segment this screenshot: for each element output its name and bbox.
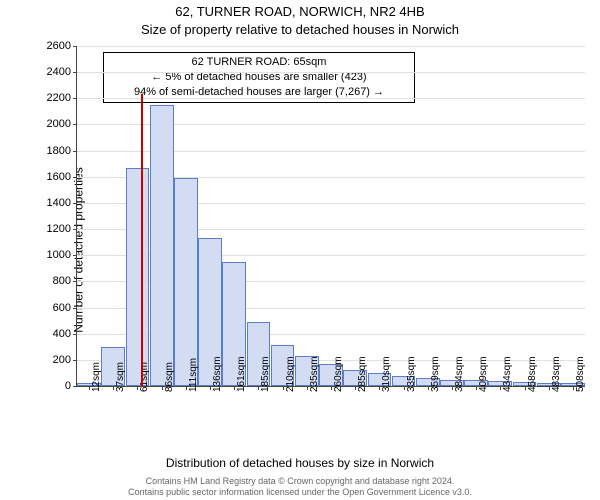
annotation-line1: 62 TURNER ROAD: 65sqm (110, 55, 408, 70)
ytick-mark (73, 124, 77, 125)
ytick-label: 2600 (47, 40, 71, 52)
xtick-label: 434sqm (502, 356, 513, 392)
ytick-label: 1000 (47, 249, 71, 261)
annotation-line3: 94% of semi-detached houses are larger (… (110, 85, 408, 100)
ytick-mark (73, 281, 77, 282)
title-address: 62, TURNER ROAD, NORWICH, NR2 4HB (0, 4, 600, 19)
xtick-mark (452, 386, 453, 390)
xtick-label: 185sqm (260, 356, 271, 392)
chart-container: 62, TURNER ROAD, NORWICH, NR2 4HB Size o… (0, 0, 600, 500)
ytick-label: 1400 (47, 197, 71, 209)
ytick-label: 400 (53, 328, 71, 340)
annotation-box: 62 TURNER ROAD: 65sqm ← 5% of detached h… (103, 52, 415, 103)
xtick-label: 458sqm (527, 356, 538, 392)
xtick-mark (331, 386, 332, 390)
gridline (77, 46, 585, 47)
ytick-mark (73, 203, 77, 204)
ytick-label: 2400 (47, 66, 71, 78)
credits-line1: Contains HM Land Registry data © Crown c… (0, 476, 600, 487)
xtick-label: 409sqm (478, 356, 489, 392)
ytick-mark (73, 72, 77, 73)
ytick-label: 2000 (47, 118, 71, 130)
xtick-label: 310sqm (381, 356, 392, 392)
xtick-label: 359sqm (430, 356, 441, 392)
xtick-mark (162, 386, 163, 390)
ytick-mark (73, 151, 77, 152)
xtick-mark (210, 386, 211, 390)
plot-area: 62 TURNER ROAD: 65sqm ← 5% of detached h… (76, 46, 585, 387)
xtick-label: 86sqm (164, 362, 175, 392)
ytick-label: 1600 (47, 171, 71, 183)
xtick-mark (186, 386, 187, 390)
ytick-label: 1800 (47, 145, 71, 157)
xtick-mark (525, 386, 526, 390)
xtick-mark (283, 386, 284, 390)
x-axis-label: Distribution of detached houses by size … (0, 456, 600, 470)
ytick-mark (73, 46, 77, 47)
xtick-label: 483sqm (551, 356, 562, 392)
xtick-mark (404, 386, 405, 390)
xtick-label: 384sqm (454, 356, 465, 392)
gridline (77, 98, 585, 99)
histogram-bar (174, 178, 198, 386)
ytick-mark (73, 255, 77, 256)
ytick-label: 1200 (47, 223, 71, 235)
xtick-label: 335sqm (406, 356, 417, 392)
title-subtitle: Size of property relative to detached ho… (0, 22, 600, 37)
xtick-label: 111sqm (188, 358, 199, 392)
xtick-label: 210sqm (285, 356, 296, 392)
xtick-mark (307, 386, 308, 390)
ytick-mark (73, 334, 77, 335)
ytick-label: 2200 (47, 92, 71, 104)
xtick-mark (428, 386, 429, 390)
ytick-mark (73, 177, 77, 178)
ytick-label: 200 (53, 354, 71, 366)
ytick-mark (73, 360, 77, 361)
xtick-mark (573, 386, 574, 390)
histogram-bar (126, 168, 150, 386)
ytick-mark (73, 308, 77, 309)
ytick-label: 600 (53, 302, 71, 314)
xtick-mark (549, 386, 550, 390)
ytick-mark (73, 98, 77, 99)
ytick-mark (73, 229, 77, 230)
credits: Contains HM Land Registry data © Crown c… (0, 476, 600, 499)
xtick-mark (476, 386, 477, 390)
ytick-label: 800 (53, 275, 71, 287)
histogram-bar (150, 105, 174, 386)
gridline (77, 72, 585, 73)
marker-line (141, 94, 143, 386)
xtick-label: 235sqm (309, 356, 320, 392)
ytick-label: 0 (65, 380, 71, 392)
xtick-mark (89, 386, 90, 390)
xtick-label: 508sqm (575, 356, 586, 392)
ytick-mark (73, 386, 77, 387)
credits-line2: Contains public sector information licen… (0, 487, 600, 498)
